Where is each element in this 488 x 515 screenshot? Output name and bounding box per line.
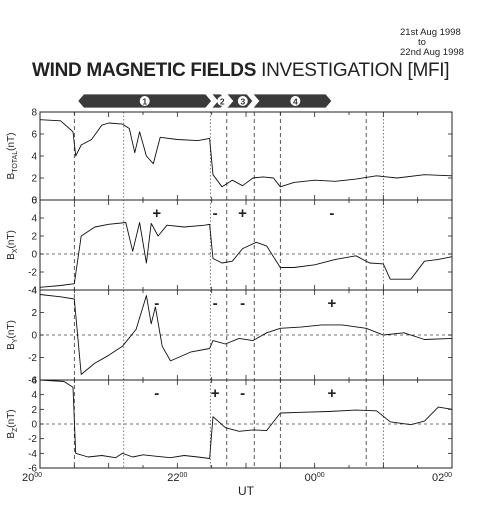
- polarity-sign-B_X-0: +: [152, 205, 161, 222]
- y-tick-label-B_Y--2: -2: [28, 353, 37, 364]
- x-tick-label-hour-02: 02: [432, 472, 444, 484]
- y-tick-label-B_TOTAL-6: 6: [31, 130, 37, 141]
- x-tick-label-22: 2200: [167, 472, 187, 484]
- polarity-sign-B_Z-1: +: [211, 385, 220, 402]
- y-axis-label-main-B_Y: B: [6, 343, 17, 350]
- title-rest: INVESTIGATION [MFI]: [256, 60, 450, 81]
- y-axis-label-main-B_X: B: [6, 253, 17, 260]
- y-axis-label-sub-B_Z: Z: [12, 427, 19, 432]
- region-label-3: 3: [240, 96, 245, 106]
- region-marker-1: [139, 96, 150, 106]
- y-tick-label-B_TOTAL-4: 4: [31, 152, 37, 163]
- region-marker-2: [217, 96, 228, 106]
- y-tick-label-B_X-4: 4: [31, 214, 37, 225]
- y-tick-label-B_X--4: -4: [28, 286, 37, 297]
- date-start: 21st Aug 1998: [400, 27, 461, 38]
- y-tick-label-B_Z-6: 6: [31, 376, 37, 387]
- series-line-B_TOTAL: [39, 119, 453, 188]
- polarity-sign-B_X-1: -: [213, 205, 218, 222]
- y-tick-label-B_Z--2: -2: [28, 434, 37, 445]
- date-end: 22nd Aug 1998: [400, 47, 464, 58]
- series-line-B_Z: [39, 379, 453, 459]
- y-tick-label-B_Z--6: -6: [28, 464, 37, 475]
- y-axis-label-sub-B_TOTAL: TOTAL: [12, 151, 19, 173]
- y-axis-label-unit-B_Z: (nT): [6, 409, 17, 427]
- polarity-sign-B_Y-1: -: [213, 295, 218, 312]
- polarity-sign-B_Y-2: -: [240, 295, 245, 312]
- x-tick-label-hour-22: 22: [167, 472, 179, 484]
- polarity-sign-B_X-2: +: [238, 205, 247, 222]
- x-tick-label-sup-20: 00: [34, 472, 42, 479]
- y-tick-label-B_Y--4: -4: [28, 376, 37, 387]
- y-axis-label-unit-B_X: (nT): [6, 230, 17, 248]
- panel-B_Z: -6 -4 -2 0 2 4 6 BZ(nT) - + - +: [6, 376, 453, 475]
- region-label-4: 4: [293, 96, 298, 106]
- y-tick-label-B_X--2: -2: [28, 268, 37, 279]
- polarity-sign-B_Y-3: +: [327, 295, 336, 312]
- y-axis-label-unit-B_Y: (nT): [6, 320, 17, 338]
- y-tick-label-B_Y-0: 0: [31, 331, 37, 342]
- y-tick-label-B_Z--4: -4: [28, 449, 37, 460]
- y-axis-label-B_X: BX(nT): [6, 230, 19, 260]
- polarity-sign-B_X-3: -: [329, 205, 334, 222]
- y-axis-label-sub-B_Y: Y: [12, 338, 19, 343]
- x-tick-label-sup-00: 00: [317, 472, 325, 479]
- region-label-2: 2: [220, 96, 225, 106]
- polarity-sign-B_Y-0: -: [154, 295, 159, 312]
- y-axis-label-sub-B_X: X: [12, 248, 19, 253]
- y-tick-label-B_TOTAL-0: 0: [31, 196, 37, 207]
- y-axis-label-B_TOTAL: BTOTAL(nT): [6, 133, 19, 180]
- series-line-B_Y: [39, 294, 453, 375]
- y-tick-label-B_TOTAL-8: 8: [31, 108, 37, 119]
- y-tick-label-B_X-2: 2: [31, 232, 37, 243]
- series-line-B_X: [39, 222, 453, 288]
- x-axis-label: UT: [238, 484, 255, 498]
- x-tick-label-20: 2000: [22, 472, 42, 484]
- polarity-sign-B_Z-0: -: [154, 385, 159, 402]
- y-tick-label-B_TOTAL-2: 2: [31, 174, 37, 185]
- region-marker-3: [237, 96, 248, 106]
- y-axis-label-unit-B_TOTAL: (nT): [6, 133, 17, 151]
- x-tick-label-hour-00: 00: [305, 472, 317, 484]
- x-tick-label-sup-02: 00: [444, 472, 452, 479]
- y-axis-label-main-B_TOTAL: B: [6, 172, 17, 179]
- polarity-sign-B_Z-2: -: [240, 385, 245, 402]
- x-tick-label-sup-22: 00: [180, 472, 188, 479]
- x-tick-label-hour-20: 20: [22, 472, 34, 484]
- panel-B_Y: -4 -2 0 2 4 BY(nT) - - - +: [6, 286, 453, 387]
- date-to: to: [418, 37, 426, 48]
- region-label-1: 1: [142, 96, 147, 106]
- chart-title: WIND MAGNETIC FIELDS INVESTIGATION [MFI]: [32, 60, 472, 82]
- y-axis-label-main-B_Z: B: [6, 432, 17, 439]
- y-tick-label-B_Z-0: 0: [31, 420, 37, 431]
- region-marker-4: [290, 96, 301, 106]
- panel-B_X: -4 -2 0 2 4 6 BX(nT) + - + -: [6, 196, 453, 297]
- y-tick-label-B_Y-4: 4: [31, 286, 37, 297]
- y-tick-label-B_Z-4: 4: [31, 390, 37, 401]
- region-bar: 1 2 3 4: [77, 93, 333, 109]
- x-tick-label-00: 0000: [305, 472, 325, 484]
- y-axis-label-B_Z: BZ(nT): [6, 409, 19, 438]
- y-tick-label-B_X-0: 0: [31, 250, 37, 261]
- y-tick-label-B_Z-2: 2: [31, 405, 37, 416]
- y-tick-label-B_Y-2: 2: [31, 308, 37, 319]
- title-bold: WIND MAGNETIC FIELDS: [32, 60, 257, 81]
- y-tick-label-B_X-6: 6: [31, 196, 37, 207]
- panel-B_TOTAL: 0 2 4 6 8 BTOTAL(nT): [6, 108, 453, 207]
- x-tick-label-02: 0200: [432, 472, 452, 484]
- polarity-sign-B_Z-3: +: [327, 385, 336, 402]
- y-axis-label-B_Y: BY(nT): [6, 320, 19, 350]
